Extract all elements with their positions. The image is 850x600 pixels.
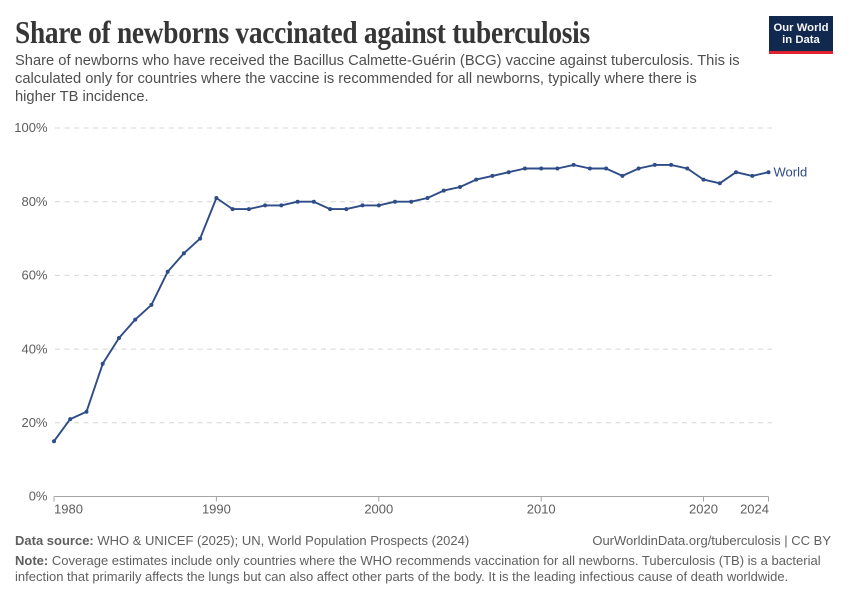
svg-text:1990: 1990 [202, 502, 231, 517]
svg-text:World: World [774, 165, 808, 180]
svg-text:40%: 40% [21, 341, 47, 356]
svg-text:2020: 2020 [689, 502, 718, 517]
svg-text:100%: 100% [14, 120, 48, 135]
svg-text:0%: 0% [29, 489, 48, 504]
svg-text:20%: 20% [21, 415, 47, 430]
svg-text:2010: 2010 [527, 502, 556, 517]
svg-text:1980: 1980 [54, 502, 83, 517]
svg-text:2000: 2000 [364, 502, 393, 517]
svg-text:80%: 80% [21, 194, 47, 209]
svg-text:60%: 60% [21, 268, 47, 283]
svg-text:2024: 2024 [740, 502, 769, 517]
